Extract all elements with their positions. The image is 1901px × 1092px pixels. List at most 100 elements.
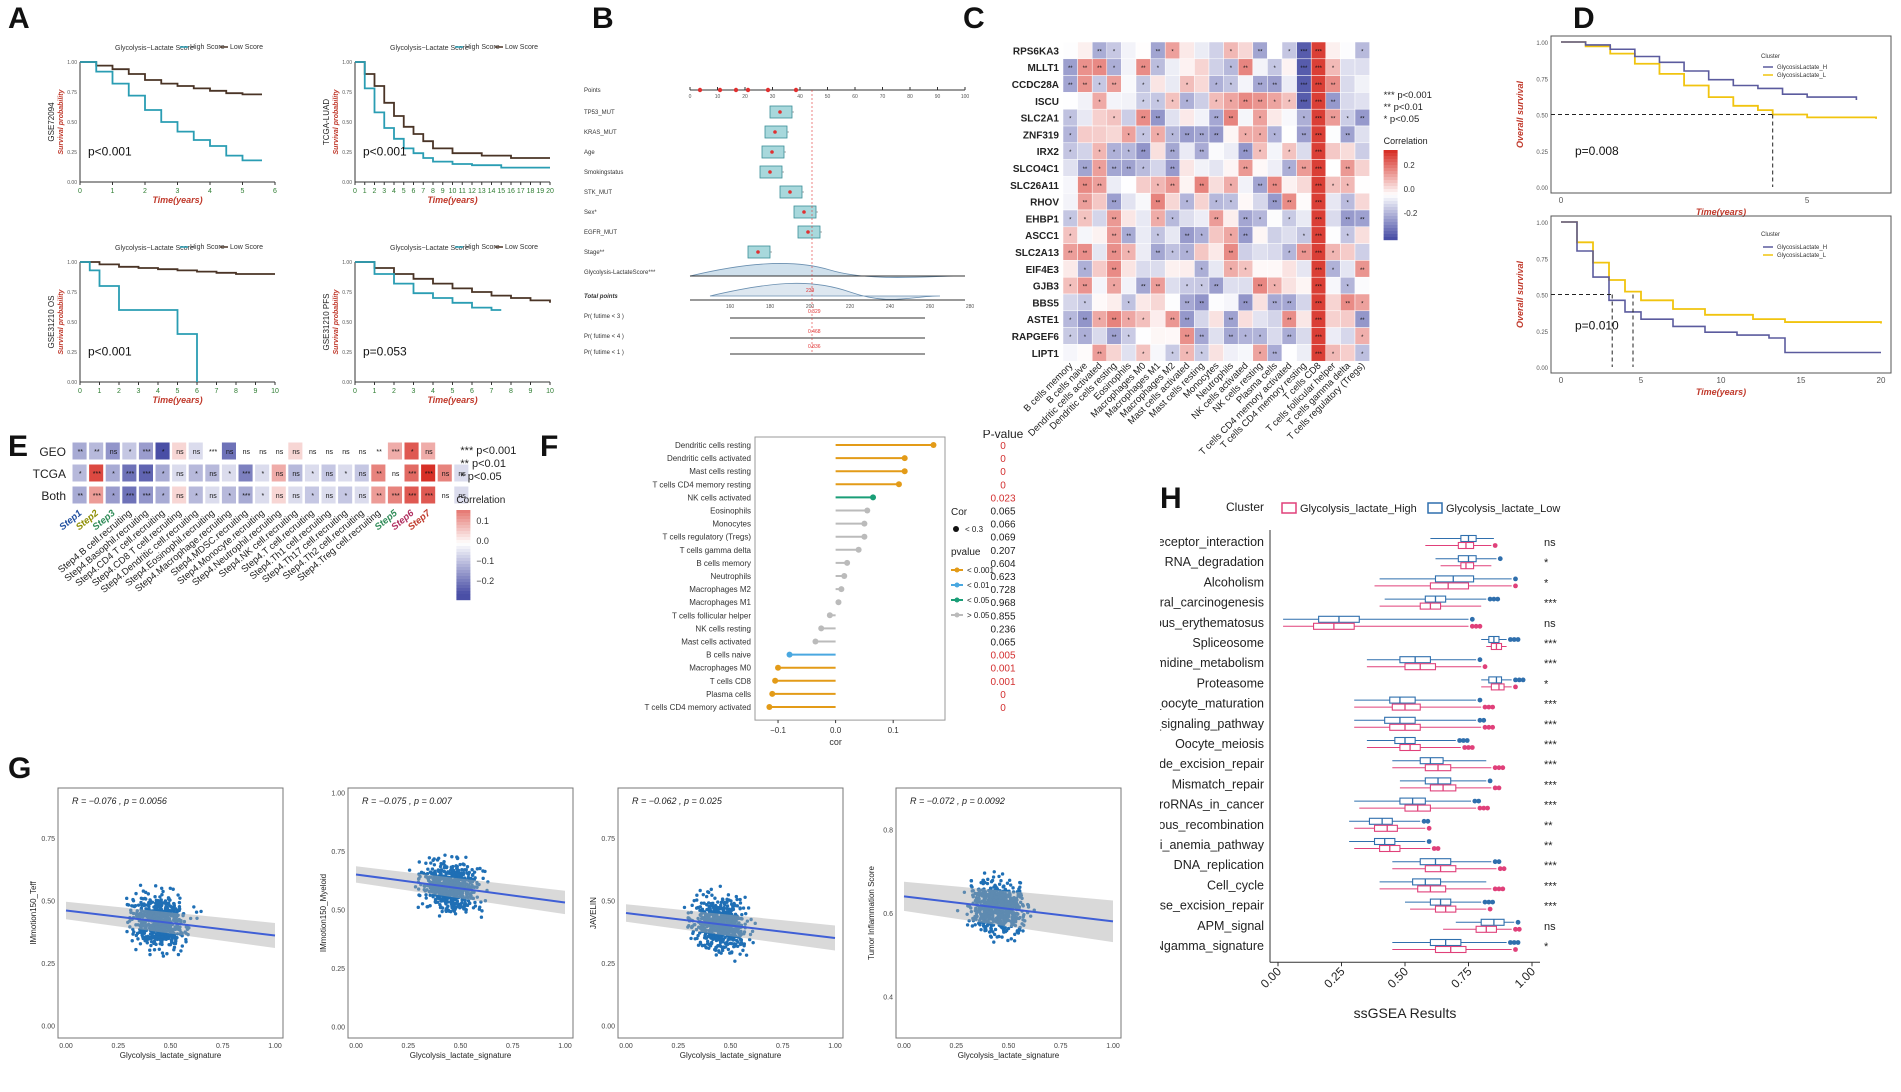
scatter-point	[993, 927, 998, 932]
scatter-point	[464, 891, 469, 895]
scatter-point	[434, 900, 438, 905]
heatmap-cell	[1208, 344, 1224, 362]
scatter-point	[435, 885, 439, 890]
scatter-point	[985, 908, 989, 913]
heatmap-sig: *	[1084, 268, 1087, 274]
points-marker	[733, 87, 739, 93]
correlation-gradient-step	[456, 537, 471, 541]
boxplot-outlier	[1490, 899, 1496, 905]
heatmap-sig: ns	[276, 449, 284, 456]
y-tick-label: 0.75	[1536, 257, 1548, 263]
scatter-point	[979, 914, 983, 918]
heatmap-cell	[1208, 58, 1224, 76]
scatter-point	[689, 910, 694, 915]
scatter-point	[709, 919, 713, 923]
scatter-point	[1017, 887, 1021, 891]
x-tick-label: 5	[402, 188, 406, 195]
heatmap-cell	[1208, 142, 1224, 160]
points-marker	[697, 87, 703, 93]
heatmap-cell	[71, 463, 88, 483]
scatter-point	[158, 914, 162, 918]
x-tick-label: 19	[536, 188, 544, 195]
heatmap-cell	[171, 441, 188, 461]
heatmap-sig: **	[78, 493, 84, 500]
heatmap-sig: **	[1199, 335, 1204, 341]
heatmap-cell	[1281, 176, 1297, 194]
scatter-point	[131, 904, 136, 908]
y-tick-label: 0.50	[1536, 114, 1548, 120]
heatmap-sig: ***	[242, 493, 250, 500]
y-axis-label: Survival probability	[58, 88, 65, 154]
heatmap-cell	[1135, 209, 1151, 228]
scatter-point	[999, 896, 1003, 900]
scatter-point	[131, 911, 136, 916]
heatmap-sig: **	[1112, 234, 1117, 240]
heatmap-sig: *	[1171, 251, 1174, 257]
scatter-point	[1022, 923, 1026, 927]
heatmap-sig: **	[1229, 318, 1234, 324]
scatter-point	[986, 877, 990, 882]
scatter-point	[483, 899, 488, 903]
x-axis-label: Time(years)	[427, 195, 477, 205]
y-tick-label: 0.25	[41, 961, 55, 968]
scatter-point	[166, 927, 171, 932]
heatmap-sig: **	[1185, 133, 1190, 139]
heatmap-cell	[1121, 192, 1137, 211]
heatmap-cell	[1354, 344, 1370, 362]
boxplot-box	[1480, 918, 1505, 926]
y-tick-label: 0.50	[67, 120, 77, 126]
boxplot-box	[1391, 703, 1421, 711]
scatter-point	[460, 901, 464, 905]
lollipop-dot	[766, 704, 773, 710]
heatmap-cell	[187, 463, 204, 483]
heatmap-sig: *	[1142, 83, 1145, 89]
heatmap-cell	[1354, 75, 1370, 93]
heatmap-cell	[1281, 58, 1297, 76]
scatter-point	[138, 942, 143, 946]
scatter-point	[682, 905, 687, 910]
x-tick-label: 0.50	[1002, 1043, 1016, 1050]
heatmap-sig: **	[1170, 150, 1175, 156]
heatmap-sig: *	[1332, 184, 1335, 190]
heatmap-sig: **	[1360, 117, 1365, 123]
p-value-label: 0.069	[990, 533, 1015, 544]
panel-d-km-plots: 0.000.250.500.751.000 5Time(years)Overall…	[1515, 35, 1892, 397]
correlation-gradient-step	[456, 525, 471, 529]
total-tick-label: 180	[766, 304, 775, 310]
panel-b-nomogram: PointsTP53_MUTKRAS_MUTAgeSmokingstatusST…	[584, 87, 974, 356]
scatter-point	[450, 906, 455, 910]
scatter-point	[987, 930, 992, 934]
scatter-point	[724, 945, 728, 949]
scatter-point	[179, 949, 183, 953]
correlation-gradient-step	[456, 591, 471, 595]
legend-low-swatch	[1427, 502, 1443, 514]
scatter-point	[738, 897, 742, 902]
heatmap-sig: *	[1259, 217, 1262, 223]
boxplot-outlier	[1513, 926, 1518, 932]
lollipop-dot	[861, 533, 868, 540]
scatter-point	[176, 952, 181, 957]
boxplot-outlier	[1431, 846, 1437, 851]
heatmap-sig: *	[1128, 318, 1131, 324]
points-tick-label: 100	[961, 94, 970, 100]
heatmap-sig: *	[1069, 318, 1072, 324]
scatter-point	[470, 873, 475, 877]
lollipop-label: NK cells activated	[687, 493, 751, 502]
boxplot-significance: *	[1544, 941, 1549, 953]
heatmap-row-label: SLC26A11	[1010, 181, 1059, 192]
heatmap-sig: ns	[309, 449, 317, 456]
heatmap-sig: *	[1274, 100, 1277, 106]
correlation-gradient-step	[456, 540, 471, 544]
heatmap-sig: **	[1185, 318, 1190, 324]
scatter-point	[144, 939, 149, 943]
variable-point	[806, 230, 810, 234]
scatter-point	[722, 925, 726, 929]
correlation-gradient-step	[1383, 222, 1398, 226]
scatter-point	[1012, 939, 1017, 943]
heatmap-sig: ***	[1315, 184, 1323, 190]
correlation-gradient-step	[1383, 228, 1398, 232]
legend-low-label: Low Score	[230, 244, 263, 251]
heatmap-sig: *	[1347, 184, 1350, 190]
heatmap-cell	[1194, 192, 1210, 211]
boxplot-outlier	[1513, 576, 1518, 582]
